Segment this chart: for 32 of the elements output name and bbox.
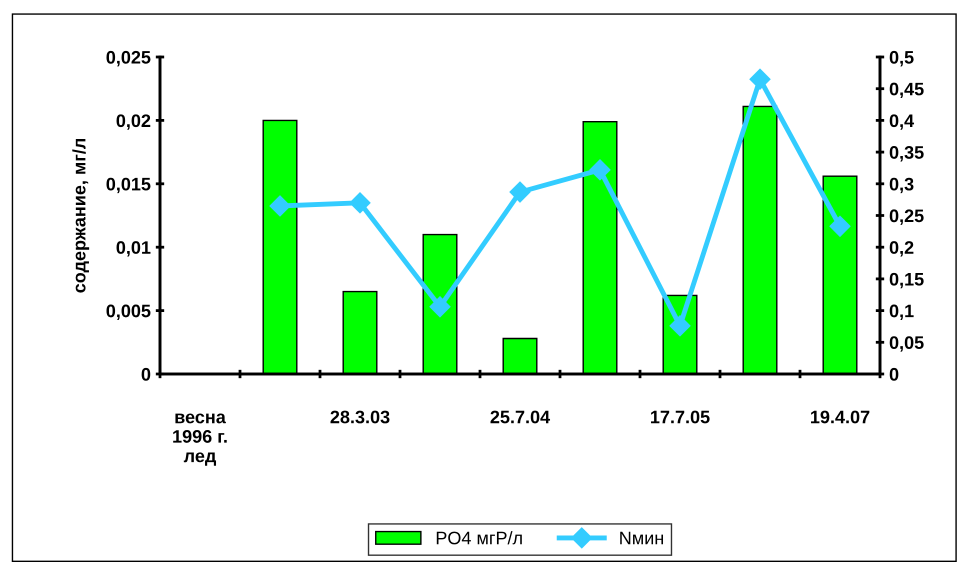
x-tick-label: 19.4.07 [811, 410, 870, 424]
x-tick-label: 28.3.03 [330, 410, 390, 424]
point [429, 296, 451, 318]
y-tick-label: 0,025 [106, 50, 150, 66]
legend-label: PO4 мгР/л [436, 531, 522, 544]
y2-tick-label: 0,25 [890, 209, 924, 225]
point [589, 159, 611, 180]
legend-label: Nмин [620, 532, 664, 544]
y-tick-label: 0,005 [106, 304, 150, 320]
y2-tick-label: 0,35 [890, 146, 924, 162]
y-tick-label: 0 [142, 368, 150, 381]
y2-tick-label: 0,05 [890, 336, 924, 352]
point [749, 68, 771, 90]
point [509, 182, 531, 203]
point [829, 216, 851, 237]
y2-tick-label: 0,3 [890, 178, 914, 194]
x-tick-label: весна 1996 г. лед [173, 413, 227, 466]
point [269, 195, 291, 217]
point [349, 192, 371, 214]
y2-tick-label: 0,15 [890, 272, 924, 288]
y2-tick-label: 0,45 [890, 82, 924, 98]
y2-tick-label: 0,5 [890, 50, 914, 66]
y2-tick-label: 0,2 [890, 241, 914, 257]
y2-tick-label: 0 [890, 368, 898, 381]
y2-tick-label: 0,4 [890, 114, 914, 130]
y-axis-title: содержание, мг/л [72, 138, 90, 293]
y2-tick-label: 0,1 [890, 304, 914, 320]
y-tick-label: 0,015 [106, 178, 150, 194]
x-tick-label: 25.7.04 [490, 410, 550, 424]
y-tick-label: 0,01 [116, 241, 150, 257]
y-tick-label: 0,02 [116, 114, 150, 130]
x-tick-label: 17.7.05 [651, 410, 710, 424]
